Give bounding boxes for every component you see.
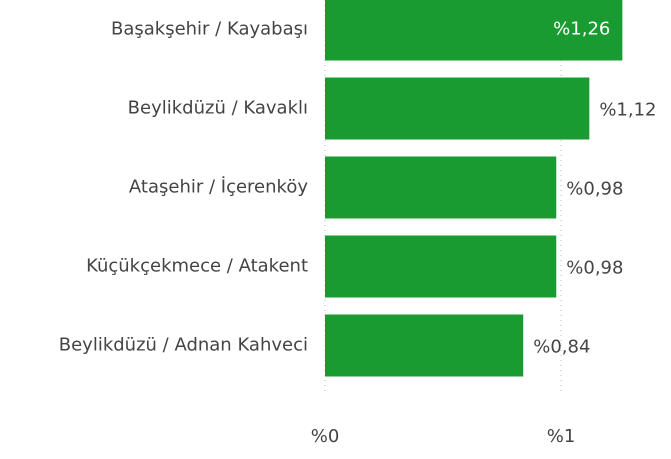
bar: [325, 0, 623, 61]
bar: [325, 235, 557, 298]
y-tick-label: Beylikdüzü / Adnan Kahveci: [59, 335, 308, 356]
value-label: %1,12: [599, 100, 656, 121]
bar: [325, 314, 524, 377]
x-tick-label: %1: [547, 426, 576, 447]
value-label: %0,84: [533, 337, 590, 358]
value-label: %0,98: [566, 258, 623, 279]
x-tick-label: %0: [311, 426, 340, 447]
bar: [325, 77, 590, 140]
y-tick-label: Ataşehir / İçerenköy: [129, 177, 308, 198]
bar: [325, 156, 557, 219]
value-label: %0,98: [566, 179, 623, 200]
y-tick-label: Beylikdüzü / Kavaklı: [128, 98, 308, 119]
value-label: %1,26: [553, 19, 610, 40]
y-tick-label: Küçükçekmece / Atakent: [86, 256, 308, 277]
y-tick-label: Başakşehir / Kayabaşı: [111, 19, 308, 40]
